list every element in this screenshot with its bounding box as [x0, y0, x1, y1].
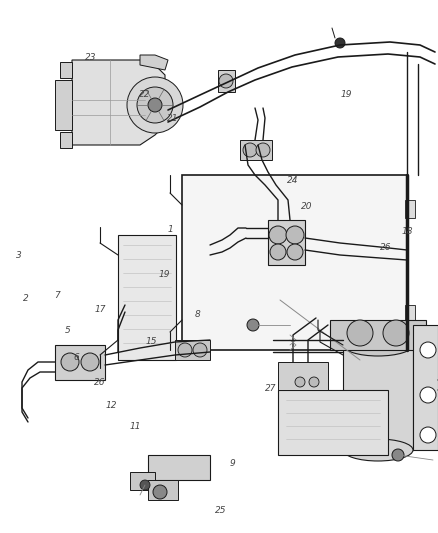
- Ellipse shape: [343, 334, 413, 356]
- Circle shape: [420, 387, 436, 403]
- Bar: [405, 200, 415, 218]
- Text: 25: 25: [215, 506, 227, 515]
- Circle shape: [287, 244, 303, 260]
- Circle shape: [153, 485, 167, 499]
- Text: 11: 11: [130, 422, 141, 431]
- Text: 21: 21: [167, 114, 179, 123]
- Text: 19: 19: [159, 270, 170, 279]
- Circle shape: [178, 343, 192, 357]
- Circle shape: [420, 427, 436, 443]
- Bar: [148, 480, 178, 500]
- Circle shape: [137, 87, 173, 123]
- Bar: [60, 132, 72, 148]
- Text: 23: 23: [85, 53, 97, 62]
- Polygon shape: [130, 472, 155, 490]
- Ellipse shape: [343, 439, 413, 461]
- Circle shape: [420, 342, 436, 358]
- Polygon shape: [268, 220, 305, 265]
- Bar: [405, 305, 415, 323]
- Text: 5: 5: [65, 326, 71, 335]
- Text: 6: 6: [74, 353, 80, 361]
- Circle shape: [148, 98, 162, 112]
- Circle shape: [127, 77, 183, 133]
- Text: 12: 12: [106, 401, 117, 409]
- Polygon shape: [72, 60, 165, 145]
- Bar: [118, 235, 176, 360]
- Text: 2: 2: [22, 294, 28, 303]
- Text: 18: 18: [402, 228, 413, 236]
- Text: 27: 27: [265, 384, 276, 392]
- Polygon shape: [140, 55, 168, 70]
- Circle shape: [269, 226, 287, 244]
- Text: 9: 9: [229, 459, 235, 468]
- Text: 26: 26: [380, 244, 391, 252]
- Text: 8: 8: [194, 310, 200, 319]
- Polygon shape: [343, 345, 413, 450]
- Polygon shape: [278, 362, 328, 390]
- Text: 17: 17: [95, 305, 106, 313]
- Circle shape: [81, 353, 99, 371]
- Polygon shape: [55, 345, 105, 380]
- Circle shape: [140, 480, 150, 490]
- Text: 19: 19: [340, 91, 352, 99]
- Circle shape: [347, 320, 373, 346]
- Text: 22: 22: [139, 91, 150, 99]
- Circle shape: [219, 74, 233, 88]
- Text: 1: 1: [168, 225, 174, 233]
- Polygon shape: [218, 70, 235, 92]
- Text: 7: 7: [54, 292, 60, 300]
- Bar: [60, 62, 72, 78]
- Bar: [278, 390, 388, 455]
- Bar: [330, 320, 426, 350]
- Circle shape: [309, 377, 319, 387]
- Text: 24: 24: [287, 176, 298, 184]
- Circle shape: [256, 143, 270, 157]
- Polygon shape: [55, 80, 72, 130]
- Polygon shape: [148, 455, 210, 480]
- Polygon shape: [413, 325, 438, 450]
- Text: 26: 26: [94, 378, 106, 387]
- Polygon shape: [175, 340, 210, 360]
- Polygon shape: [240, 140, 272, 160]
- Circle shape: [286, 226, 304, 244]
- Circle shape: [193, 343, 207, 357]
- Circle shape: [243, 143, 257, 157]
- Text: 20: 20: [301, 203, 312, 211]
- Circle shape: [335, 38, 345, 48]
- Text: 15: 15: [145, 337, 157, 345]
- Circle shape: [270, 244, 286, 260]
- Circle shape: [61, 353, 79, 371]
- Circle shape: [295, 377, 305, 387]
- Circle shape: [392, 449, 404, 461]
- Circle shape: [247, 319, 259, 331]
- Bar: [182, 175, 407, 350]
- Circle shape: [383, 320, 409, 346]
- Text: 3: 3: [15, 252, 21, 260]
